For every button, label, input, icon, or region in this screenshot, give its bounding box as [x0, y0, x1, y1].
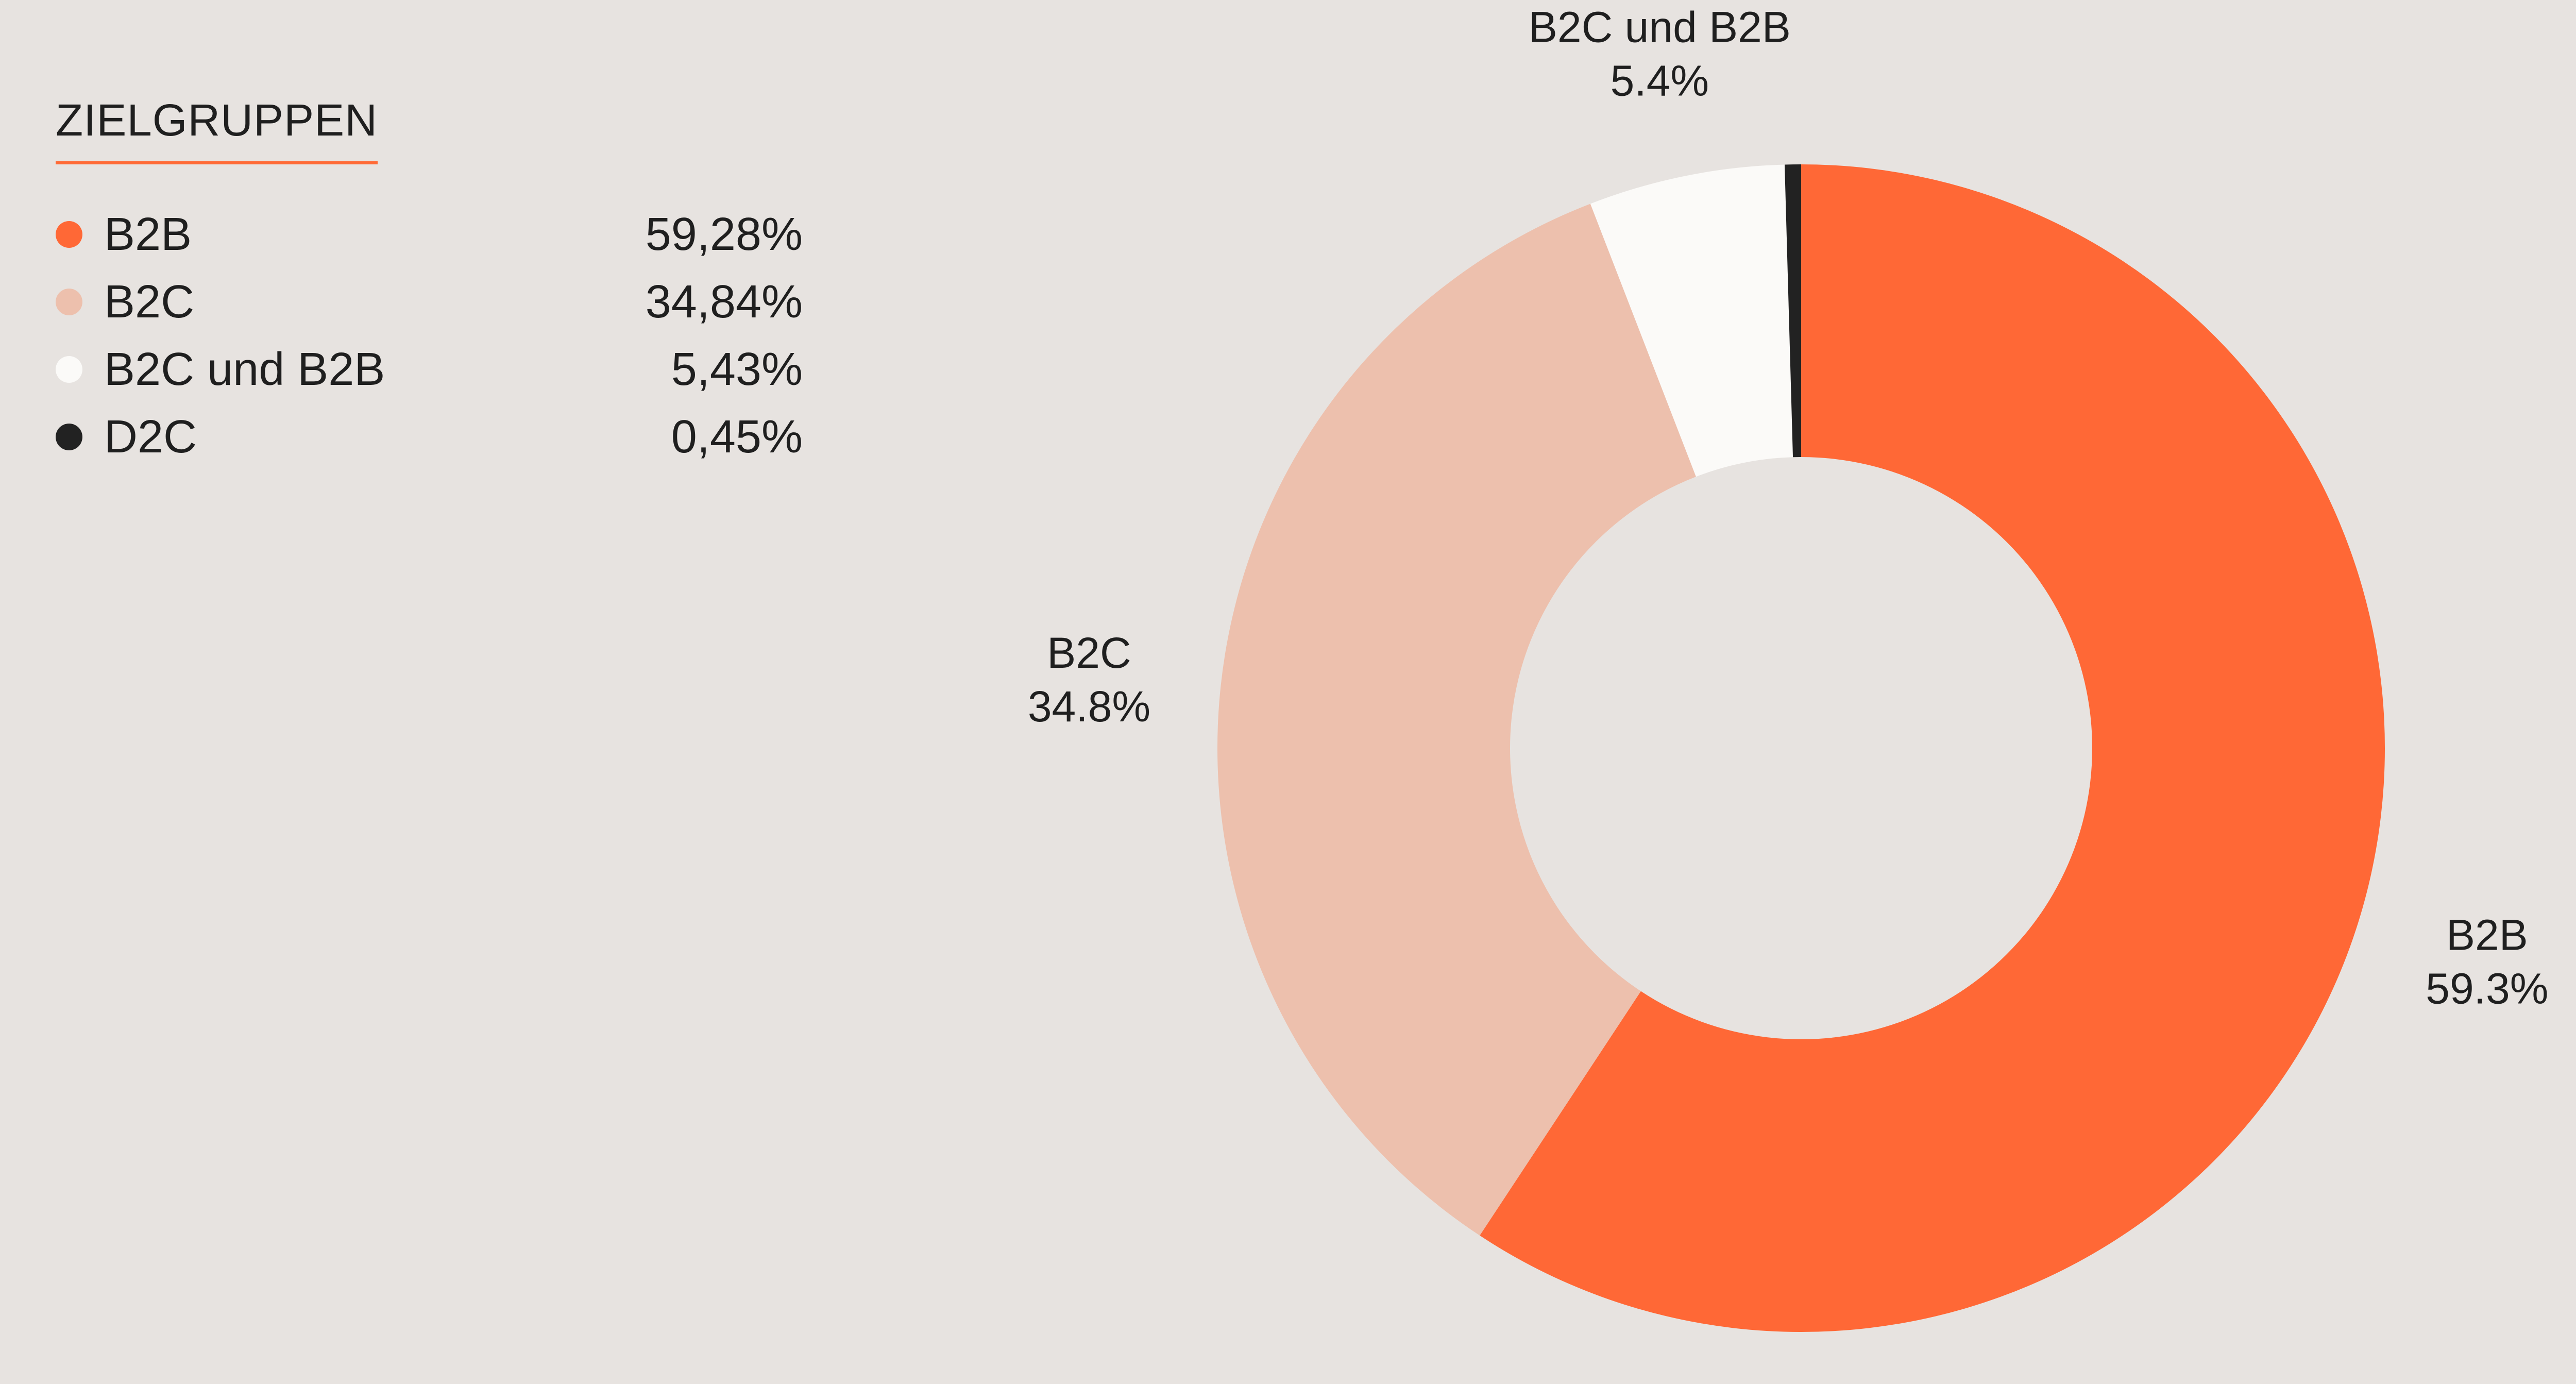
legend-list: B2B 59,28% B2C 34,84% B2C und B2B 5,43% … — [56, 200, 803, 470]
legend-panel: ZIELGRUPPEN B2B 59,28% B2C 34,84% B2C un… — [56, 98, 803, 470]
donut-slice-b2b — [1480, 164, 2385, 1332]
donut-slice-b2c-und-b2b — [1590, 164, 1793, 477]
legend-value-b2c: 34,84% — [645, 276, 803, 328]
legend-item-b2c: B2C 34,84% — [56, 268, 803, 335]
legend-dot-b2c — [56, 288, 82, 315]
slice-label-value: 59.3% — [2426, 965, 2548, 1013]
legend-label-d2c: D2C — [104, 411, 197, 463]
slice-label-b2c: B2C 34.8% — [1028, 629, 1150, 731]
legend-dot-b2c-und-b2b — [56, 356, 82, 383]
donut-slice-b2c — [1217, 204, 1696, 1236]
legend-dot-d2c — [56, 423, 82, 450]
slice-label-name: B2C — [1047, 629, 1131, 677]
slice-label-b2c-und-b2b: B2C und B2B 5.4% — [1529, 3, 1791, 105]
legend-value-b2c-und-b2b: 5,43% — [671, 343, 803, 395]
legend-label-b2c-und-b2b: B2C und B2B — [104, 343, 385, 395]
legend-label-b2c: B2C — [104, 276, 195, 328]
legend-item-d2c: D2C 0,45% — [56, 403, 803, 470]
slice-label-value: 34.8% — [1028, 682, 1150, 731]
legend-label-b2b: B2B — [104, 208, 192, 260]
legend-item-b2c-und-b2b: B2C und B2B 5,43% — [56, 335, 803, 403]
legend-item-b2b: B2B 59,28% — [56, 200, 803, 268]
legend-title: ZIELGRUPPEN — [56, 98, 378, 164]
slice-label-name: B2B — [2446, 911, 2528, 959]
legend-dot-b2b — [56, 221, 82, 248]
slice-label-value: 5.4% — [1611, 56, 1709, 105]
legend-value-d2c: 0,45% — [671, 411, 803, 463]
slice-label-name: B2C und B2B — [1529, 3, 1791, 51]
slice-label-b2b: B2B 59.3% — [2426, 911, 2548, 1013]
donut-slice-d2c — [1784, 164, 1801, 458]
legend-value-b2b: 59,28% — [645, 208, 803, 260]
